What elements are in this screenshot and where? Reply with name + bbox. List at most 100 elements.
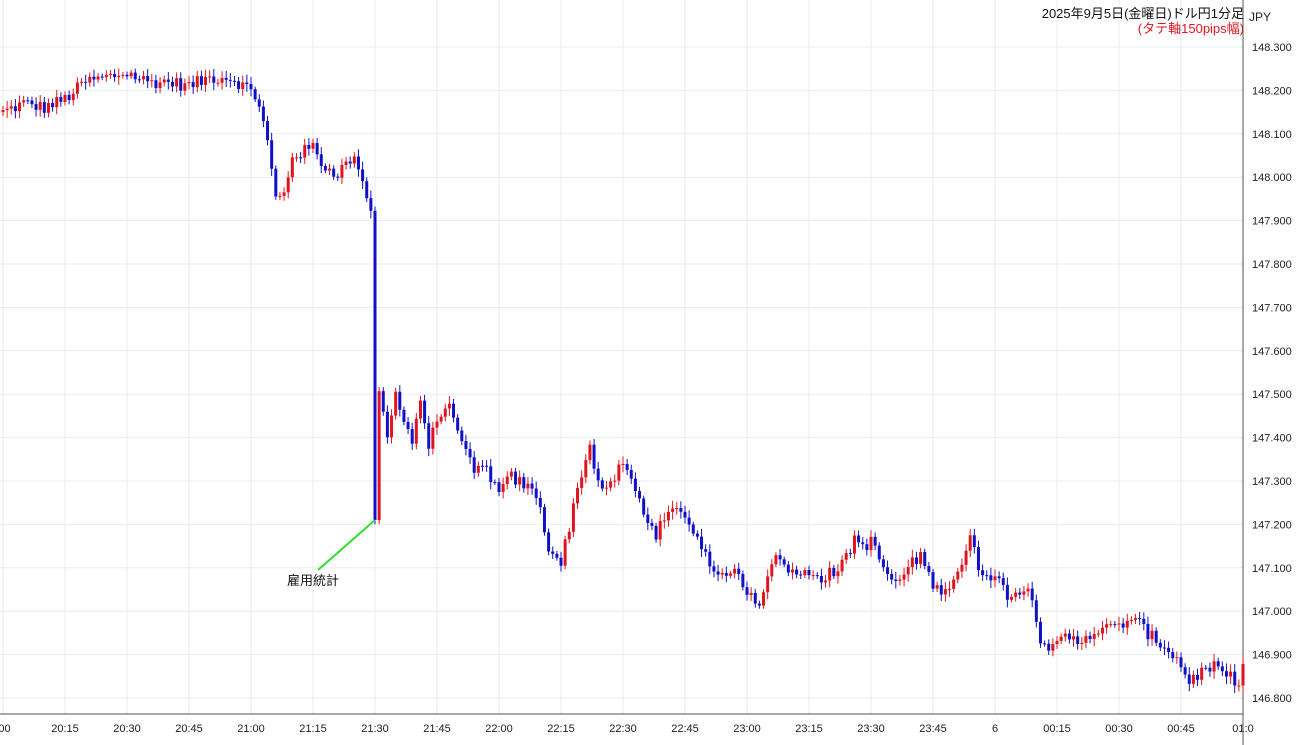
candle-down	[1121, 623, 1125, 628]
candle-up	[956, 571, 960, 580]
candle-down	[981, 570, 985, 576]
candle-down	[633, 478, 637, 492]
candle-up	[733, 568, 737, 574]
candle-down	[691, 524, 695, 534]
candle-up	[204, 76, 208, 85]
candle-up	[869, 536, 873, 551]
x-tick-label: 23:00	[733, 723, 761, 735]
candle-up	[613, 480, 617, 482]
candle-up	[129, 72, 133, 77]
candle-down	[1224, 671, 1228, 677]
candle-up	[836, 571, 840, 577]
candle-down	[348, 161, 352, 164]
candle-up	[910, 557, 914, 568]
candle-up	[509, 471, 513, 477]
candle-up	[588, 444, 592, 461]
candle-down	[972, 535, 976, 548]
candle-down	[1196, 674, 1200, 680]
candle-down	[261, 106, 265, 122]
candle-down	[464, 441, 468, 450]
candle-up	[1026, 588, 1030, 592]
candle-down	[985, 575, 989, 577]
annotation-label: 雇用統計	[287, 573, 339, 588]
candle-down	[1067, 633, 1071, 640]
candle-up	[46, 103, 50, 113]
candle-up	[621, 463, 625, 465]
candle-down	[1088, 635, 1092, 640]
candle-up	[220, 77, 224, 83]
candle-down	[695, 533, 699, 537]
candle-up	[501, 484, 505, 492]
candle-down	[249, 83, 253, 90]
candle-down	[1043, 643, 1047, 645]
candle-down	[716, 571, 720, 575]
candle-up	[390, 415, 394, 438]
candle-down	[795, 569, 799, 575]
candle-down	[1038, 621, 1042, 644]
candle-up	[418, 400, 422, 419]
x-tick-label: 22:15	[547, 723, 575, 735]
candle-down	[799, 574, 803, 576]
candle-up	[1072, 636, 1076, 640]
candle-down	[625, 463, 629, 471]
candle-down	[923, 552, 927, 567]
candle-up	[960, 564, 964, 572]
candle-down	[26, 100, 30, 102]
candle-up	[952, 579, 956, 589]
candle-down	[493, 482, 497, 484]
candle-up	[803, 570, 807, 576]
candle-up	[563, 539, 567, 566]
candle-down	[1171, 652, 1175, 659]
candle-up	[898, 579, 902, 581]
candle-up	[88, 76, 92, 83]
candle-down	[865, 544, 869, 551]
candle-up	[749, 592, 753, 595]
candle-up	[811, 575, 815, 577]
candle-down	[170, 81, 174, 87]
candle-up	[576, 487, 580, 504]
candle-up	[1212, 661, 1216, 672]
candle-up	[394, 391, 398, 416]
candle-up	[340, 165, 344, 178]
candle-down	[385, 411, 389, 438]
candle-down	[1076, 636, 1080, 645]
chart-title-main: 2025年9月5日(金曜日)ドル円1分足	[1041, 6, 1244, 21]
candle-up	[5, 108, 9, 111]
y-tick-label: 147.900	[1252, 216, 1292, 228]
candle-up	[117, 75, 121, 78]
candle-up	[1134, 618, 1138, 620]
candle-down	[166, 79, 170, 82]
candle-up	[63, 94, 67, 102]
candle-down	[538, 497, 542, 508]
candle-down	[857, 535, 861, 543]
x-tick-label: 22:30	[609, 723, 637, 735]
candle-up	[431, 427, 435, 449]
candle-down	[753, 592, 757, 604]
candle-up	[142, 76, 146, 80]
candle-down	[877, 545, 881, 560]
candle-up	[1055, 640, 1059, 645]
candle-up	[1084, 635, 1088, 643]
candle-down	[245, 82, 249, 84]
x-tick-label: 21:45	[423, 723, 451, 735]
candle-down	[819, 575, 823, 583]
x-tick-label: 23:30	[857, 723, 885, 735]
candle-down	[679, 508, 683, 512]
candle-down	[146, 76, 150, 82]
x-tick-label: 21:15	[299, 723, 327, 735]
x-tick-label: 20:45	[175, 723, 203, 735]
x-tick-label: 23:15	[795, 723, 823, 735]
candle-down	[1030, 588, 1034, 601]
candle-up	[604, 487, 608, 489]
candle-up	[1100, 627, 1104, 634]
candle-down	[30, 100, 34, 105]
y-tick-label: 147.400	[1252, 433, 1292, 445]
candle-up	[1063, 633, 1067, 637]
candle-up	[1, 110, 5, 113]
candle-up	[9, 106, 13, 109]
candle-down	[402, 409, 406, 423]
y-tick-label: 148.000	[1252, 172, 1292, 184]
candle-down	[224, 77, 228, 80]
candle-up	[447, 403, 451, 409]
candle-down	[423, 400, 427, 424]
